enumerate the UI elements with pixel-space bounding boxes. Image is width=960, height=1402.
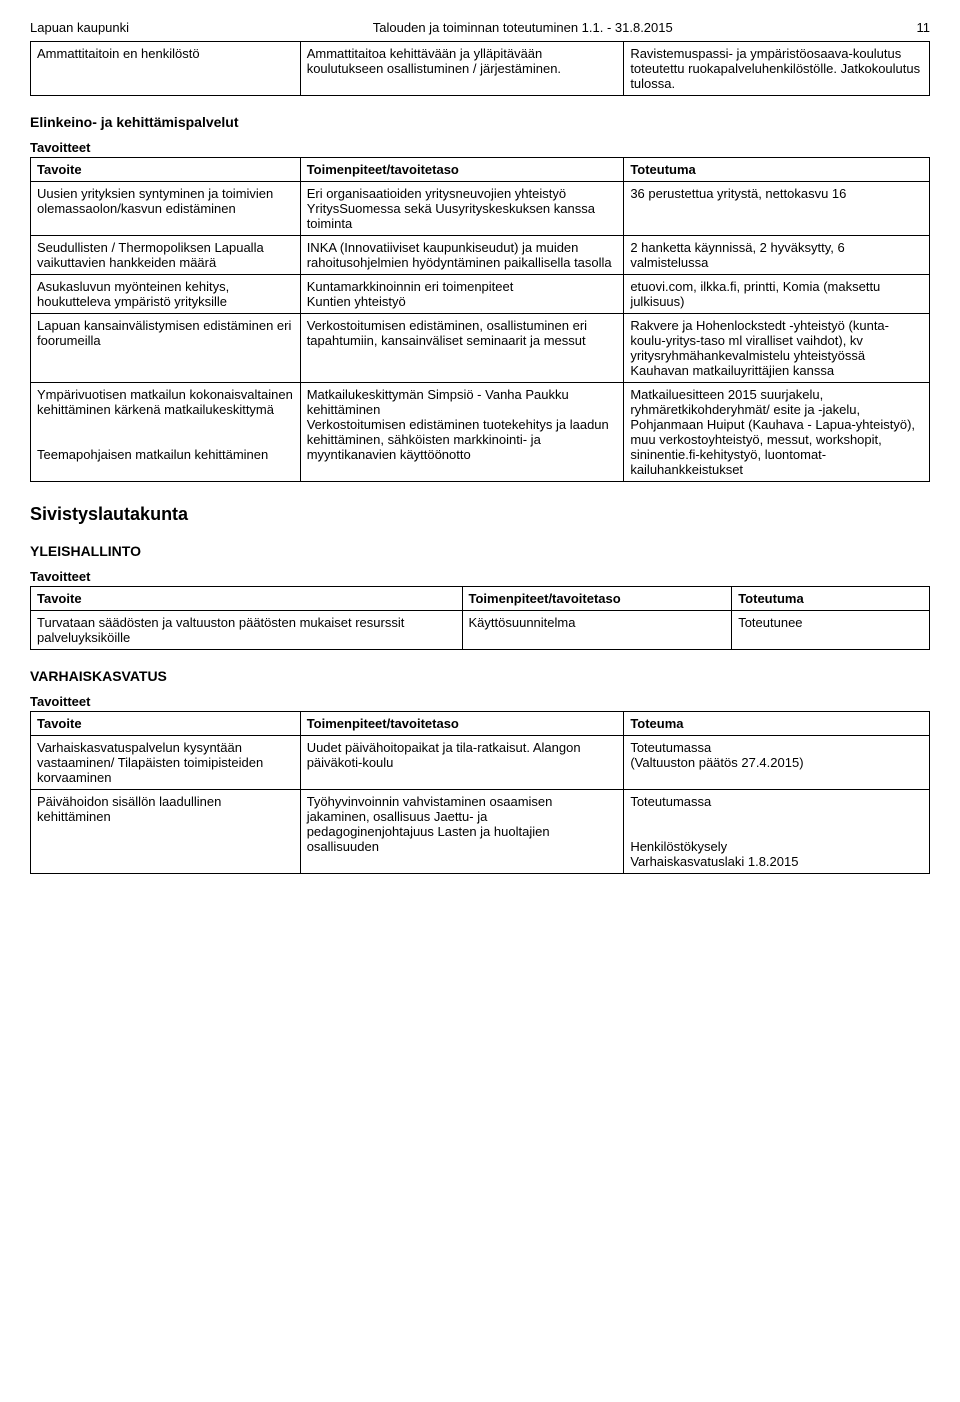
cell: Lapuan kansainvälistymisen edistäminen e… <box>31 314 301 383</box>
cell: Rakvere ja Hohenlockstedt -yhteistyö (ku… <box>624 314 930 383</box>
cell: Matkailuesitteen 2015 suurjakelu, ryhmär… <box>624 383 930 482</box>
tavoitteet-label: Tavoitteet <box>30 569 930 584</box>
col-head: Toteutuma <box>624 158 930 182</box>
col-head: Toteutuma <box>732 587 930 611</box>
cell: Asukasluvun myönteinen kehitys, houkutte… <box>31 275 301 314</box>
cell: Toteutumassa(Valtuuston päätös 27.4.2015… <box>624 736 930 790</box>
cell: Ammattitaitoin en henkilöstö <box>31 42 301 96</box>
goals-table-1: Tavoite Toimenpiteet/tavoitetaso Toteutu… <box>30 157 930 482</box>
table-row: Seudullisten / Thermopoliksen Lapualla v… <box>31 236 930 275</box>
col-head: Toimenpiteet/tavoitetaso <box>300 712 624 736</box>
page-number: 11 <box>917 20 931 35</box>
cell: Ravistemuspassi- ja ympäristöosaava-koul… <box>624 42 930 96</box>
cell: Käyttösuunnitelma <box>462 611 732 650</box>
table-row: Varhaiskasvatuspalvelun kysyntään vastaa… <box>31 736 930 790</box>
table-row: Asukasluvun myönteinen kehitys, houkutte… <box>31 275 930 314</box>
cell: 36 perustettua yritystä, nettokasvu 16 <box>624 182 930 236</box>
page-header: Lapuan kaupunki Talouden ja toiminnan to… <box>30 20 930 35</box>
col-head: Tavoite <box>31 712 301 736</box>
section-title: Elinkeino- ja kehittämispalvelut <box>30 114 930 130</box>
table-header: Tavoite Toimenpiteet/tavoitetaso Toteuma <box>31 712 930 736</box>
cell: Ympärivuotisen matkailun kokonaisvaltain… <box>31 383 301 482</box>
cell: Varhaiskasvatuspalvelun kysyntään vastaa… <box>31 736 301 790</box>
cell: etuovi.com, ilkka.fi, printti, Komia (ma… <box>624 275 930 314</box>
cell: 2 hanketta käynnissä, 2 hyväksytty, 6 va… <box>624 236 930 275</box>
table-row: Uusien yrityksien syntyminen ja toimivie… <box>31 182 930 236</box>
cell: Uusien yrityksien syntyminen ja toimivie… <box>31 182 301 236</box>
cell: Kuntamarkkinoinnin eri toimenpiteetKunti… <box>300 275 624 314</box>
cell: Toteutunee <box>732 611 930 650</box>
table-row: Turvataan säädösten ja valtuuston päätös… <box>31 611 930 650</box>
cell: Ammattitaitoa kehittävään ja ylläpitävää… <box>300 42 624 96</box>
table-header: Tavoite Toimenpiteet/tavoitetaso Toteutu… <box>31 158 930 182</box>
cell: Verkostoitumisen edistäminen, osallistum… <box>300 314 624 383</box>
table-row: Lapuan kansainvälistymisen edistäminen e… <box>31 314 930 383</box>
goals-table-2: Tavoite Toimenpiteet/tavoitetaso Toteutu… <box>30 586 930 650</box>
table-header: Tavoite Toimenpiteet/tavoitetaso Toteutu… <box>31 587 930 611</box>
cell: Turvataan säädösten ja valtuuston päätös… <box>31 611 463 650</box>
subsection-title: YLEISHALLINTO <box>30 543 930 559</box>
col-head: Toimenpiteet/tavoitetaso <box>300 158 624 182</box>
col-head: Toteuma <box>624 712 930 736</box>
section-title: Sivistyslautakunta <box>30 504 930 525</box>
table-row: Ammattitaitoin en henkilöstö Ammattitait… <box>31 42 930 96</box>
col-head: Tavoite <box>31 587 463 611</box>
doc-title: Talouden ja toiminnan toteutuminen 1.1. … <box>373 20 673 35</box>
col-head: Tavoite <box>31 158 301 182</box>
goals-table-3: Tavoite Toimenpiteet/tavoitetaso Toteuma… <box>30 711 930 874</box>
cell: Seudullisten / Thermopoliksen Lapualla v… <box>31 236 301 275</box>
cell: Päivähoidon sisällön laadullinen kehittä… <box>31 790 301 874</box>
cell: Eri organisaatioiden yritysneuvojien yht… <box>300 182 624 236</box>
table-row: Päivähoidon sisällön laadullinen kehittä… <box>31 790 930 874</box>
table-row: Ympärivuotisen matkailun kokonaisvaltain… <box>31 383 930 482</box>
org-name: Lapuan kaupunki <box>30 20 129 35</box>
cell: Työhyvinvoinnin vahvistaminen osaamisen … <box>300 790 624 874</box>
cell: INKA (Innovatiiviset kaupunkiseudut) ja … <box>300 236 624 275</box>
cell: Matkailukeskittymän Simpsiö - Vanha Pauk… <box>300 383 624 482</box>
cell: Uudet päivähoitopaikat ja tila-ratkaisut… <box>300 736 624 790</box>
tavoitteet-label: Tavoitteet <box>30 694 930 709</box>
tavoitteet-label: Tavoitteet <box>30 140 930 155</box>
cell: ToteutumassaHenkilöstökyselyVarhaiskasva… <box>624 790 930 874</box>
col-head: Toimenpiteet/tavoitetaso <box>462 587 732 611</box>
subsection-title: VARHAISKASVATUS <box>30 668 930 684</box>
intro-table: Ammattitaitoin en henkilöstö Ammattitait… <box>30 41 930 96</box>
